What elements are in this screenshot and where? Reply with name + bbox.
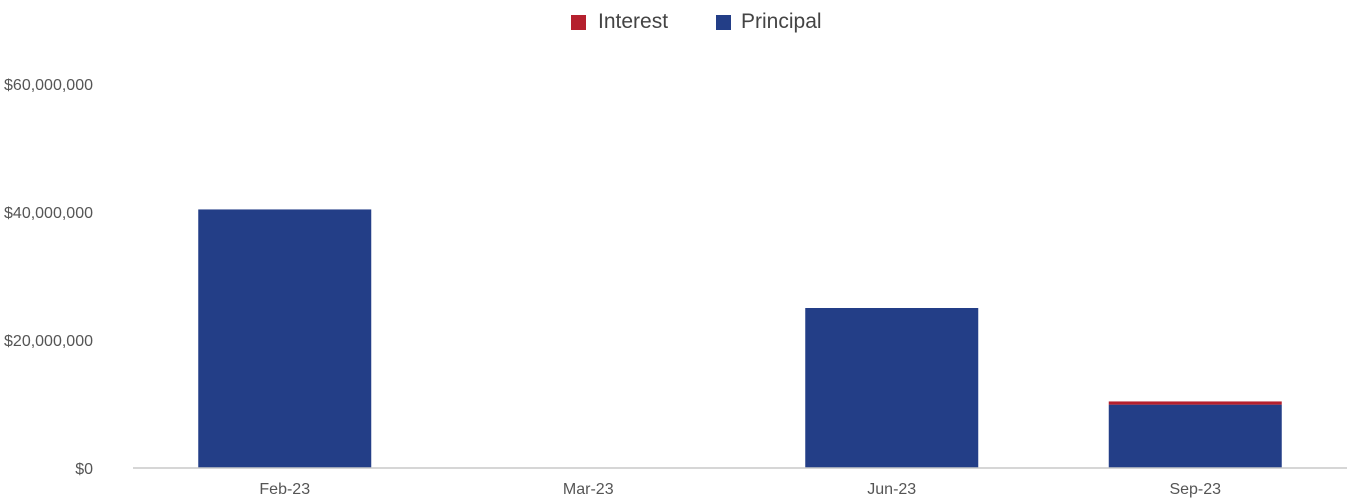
bar-interest	[1108, 401, 1282, 405]
bar-principal	[1108, 404, 1282, 468]
x-axis: Feb-23 Mar-23 Jun-23 Sep-23	[259, 481, 1221, 498]
legend-label-interest: Interest	[598, 10, 668, 33]
chart-legend: Interest Principal	[571, 10, 822, 33]
bars	[198, 209, 1282, 468]
x-tick-label: Mar-23	[563, 481, 614, 498]
legend-label-principal: Principal	[741, 10, 822, 33]
y-tick-label: $20,000,000	[4, 333, 93, 350]
bar-principal	[198, 209, 372, 468]
x-tick-label: Jun-23	[867, 481, 916, 498]
legend-swatch-principal	[716, 15, 731, 30]
y-tick-label: $40,000,000	[4, 205, 93, 222]
bar-principal	[805, 308, 979, 468]
x-tick-label: Sep-23	[1169, 481, 1221, 498]
legend-swatch-interest	[571, 15, 586, 30]
x-tick-label: Feb-23	[259, 481, 310, 498]
y-axis: $0 $20,000,000 $40,000,000 $60,000,000	[4, 77, 93, 478]
y-tick-label: $0	[75, 461, 93, 478]
y-tick-label: $60,000,000	[4, 77, 93, 94]
